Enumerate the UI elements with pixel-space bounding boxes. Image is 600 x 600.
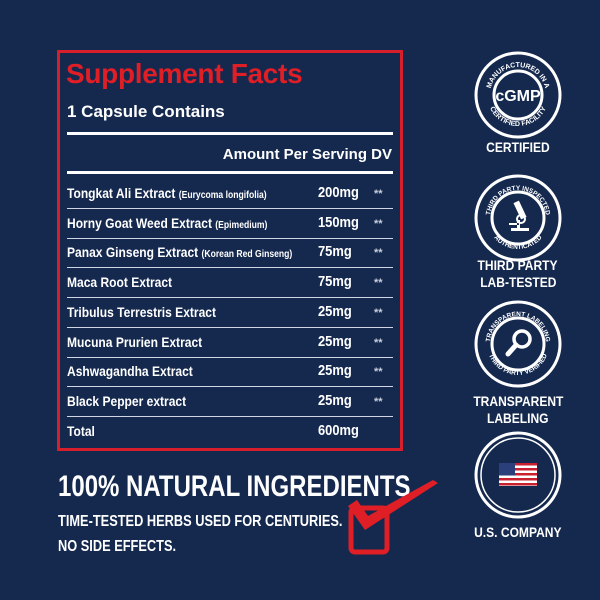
daily-value: **: [374, 247, 383, 260]
ingredient-name: Black Pepper extract: [67, 392, 187, 409]
daily-value: **: [374, 306, 383, 319]
promo-line: NO SIDE EFFECTS.: [58, 538, 177, 555]
microscope-icon: [509, 200, 529, 231]
divider: [67, 171, 393, 174]
svg-text:TRANSPARENT LABELING: TRANSPARENT LABELING: [485, 311, 551, 342]
ingredient-name: Total: [67, 422, 95, 439]
badge-arc-text: TRANSPARENT LABELING: [485, 311, 551, 342]
badge-label: TRANSPARENT LABELING: [472, 393, 564, 426]
table-row: Mucuna Prurien Extract 25mg **: [67, 328, 393, 358]
promo-line: TIME-TESTED HERBS USED FOR CENTURIES.: [58, 513, 343, 530]
table-row: Maca Root Extract 75mg **: [67, 268, 393, 299]
daily-value: **: [374, 366, 383, 379]
ingredient-amount: 150mg: [318, 213, 359, 231]
daily-value: **: [374, 188, 383, 200]
badge-label: CERTIFIED: [486, 139, 550, 155]
ingredient-name: Tribulus Terrestris Extract: [67, 303, 216, 320]
total-row: Total 600mg: [67, 417, 393, 447]
table-row: Panax Ginseng Extract (Korean Red Ginsen…: [67, 238, 393, 269]
badge-label: U.S. COMPANY: [474, 524, 562, 540]
ingredient-detail: (Epimedium): [215, 219, 268, 231]
supplement-facts-title: Supplement Facts: [66, 58, 303, 89]
ingredient-name: Horny Goat Weed Extract (Epimedium): [67, 214, 268, 231]
cgmp-text: cGMP: [495, 88, 541, 105]
ingredient-name: Panax Ginseng Extract (Korean Red Ginsen…: [67, 244, 293, 261]
ingredient-name: Ashwagandha Extract: [67, 363, 193, 380]
ingredient-detail: (Korean Red Ginseng): [201, 249, 293, 261]
ingredient-amount: 600mg: [318, 421, 359, 439]
ingredient-name: Maca Root Extract: [67, 274, 173, 291]
divider: [67, 132, 393, 135]
daily-value: **: [374, 336, 383, 349]
ingredient-amount: 25mg: [318, 332, 352, 350]
transparent-labeling-badge: TRANSPARENT LABELING THIRD PARTY VERIFIE…: [474, 300, 562, 388]
table-row: Ashwagandha Extract 25mg **: [67, 357, 393, 388]
red-checkbox-icon: [348, 480, 438, 555]
table-row: Tongkat Ali Extract (Eurycoma longifolia…: [67, 179, 393, 209]
supplement-facts-panel: [57, 50, 403, 451]
table-row: Black Pepper extract 25mg **: [67, 387, 393, 417]
serving-size: 1 Capsule Contains: [67, 102, 225, 121]
ingredient-name: Tongkat Ali Extract (Eurycoma longifolia…: [67, 185, 267, 201]
microscope-badge: THIRD PARTY INSPECTED AUTHENTICATED: [474, 174, 562, 262]
ingredient-amount: 25mg: [318, 302, 352, 320]
ingredient-name: Mucuna Prurien Extract: [67, 333, 203, 350]
ingredient-amount: 25mg: [318, 391, 352, 409]
ingredient-amount: 25mg: [318, 362, 352, 380]
magnifier-icon: [505, 329, 532, 357]
promo-headline: 100% NATURAL INGREDIENTS: [58, 470, 411, 503]
ingredient-detail: (Eurycoma longifolia): [178, 190, 267, 201]
daily-value: **: [374, 395, 383, 408]
cgmp-seal-icon: MANUFACTURED IN A CERTIFIED FACILITY cGM…: [474, 51, 562, 139]
ingredient-amount: 75mg: [318, 243, 352, 261]
table-row: Tribulus Terrestris Extract 25mg **: [67, 298, 393, 328]
table-row: Horny Goat Weed Extract (Epimedium) 150mg…: [67, 209, 393, 239]
daily-value: **: [374, 217, 383, 230]
ingredient-amount: 200mg: [318, 184, 359, 201]
daily-value: **: [374, 277, 383, 290]
ingredient-amount: 75mg: [318, 273, 352, 291]
badge-label: THIRD PARTY LAB-TESTED: [477, 257, 559, 290]
us-flag-icon: [499, 463, 537, 486]
us-company-badge: [474, 431, 562, 519]
amount-header: Amount Per Serving DV: [222, 146, 392, 163]
